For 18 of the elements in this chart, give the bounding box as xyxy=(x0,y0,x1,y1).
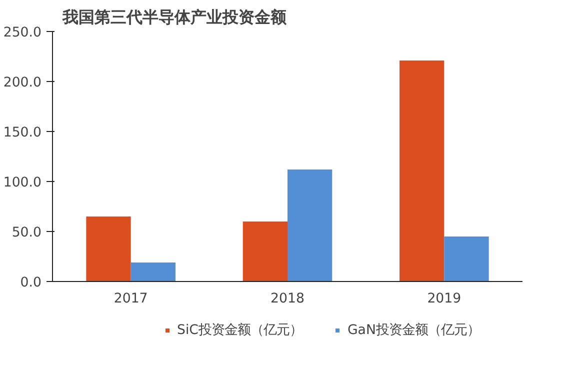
x-tick-label: 2017 xyxy=(114,292,148,306)
bar xyxy=(400,60,444,282)
x-tick-label: 2019 xyxy=(427,292,462,306)
y-tick-label: 0.0 xyxy=(20,276,42,290)
y-tick-label: 150.0 xyxy=(3,126,42,140)
y-tick-label: 250.0 xyxy=(3,26,42,40)
bar xyxy=(86,216,131,282)
chart-title: 我国第三代半导体产业投资金额 xyxy=(62,8,288,26)
y-tick-label: 200.0 xyxy=(3,76,42,90)
legend-label: GaN投资金额（亿元） xyxy=(347,322,480,339)
bar xyxy=(130,262,176,282)
legend-label: SiC投资金额（亿元） xyxy=(177,322,302,339)
bar xyxy=(288,170,332,282)
y-tick-label: 100.0 xyxy=(3,176,42,190)
bar xyxy=(444,236,489,282)
bar xyxy=(242,222,288,282)
y-tick-label: 50.0 xyxy=(12,226,42,240)
x-tick-label: 2018 xyxy=(270,292,304,306)
